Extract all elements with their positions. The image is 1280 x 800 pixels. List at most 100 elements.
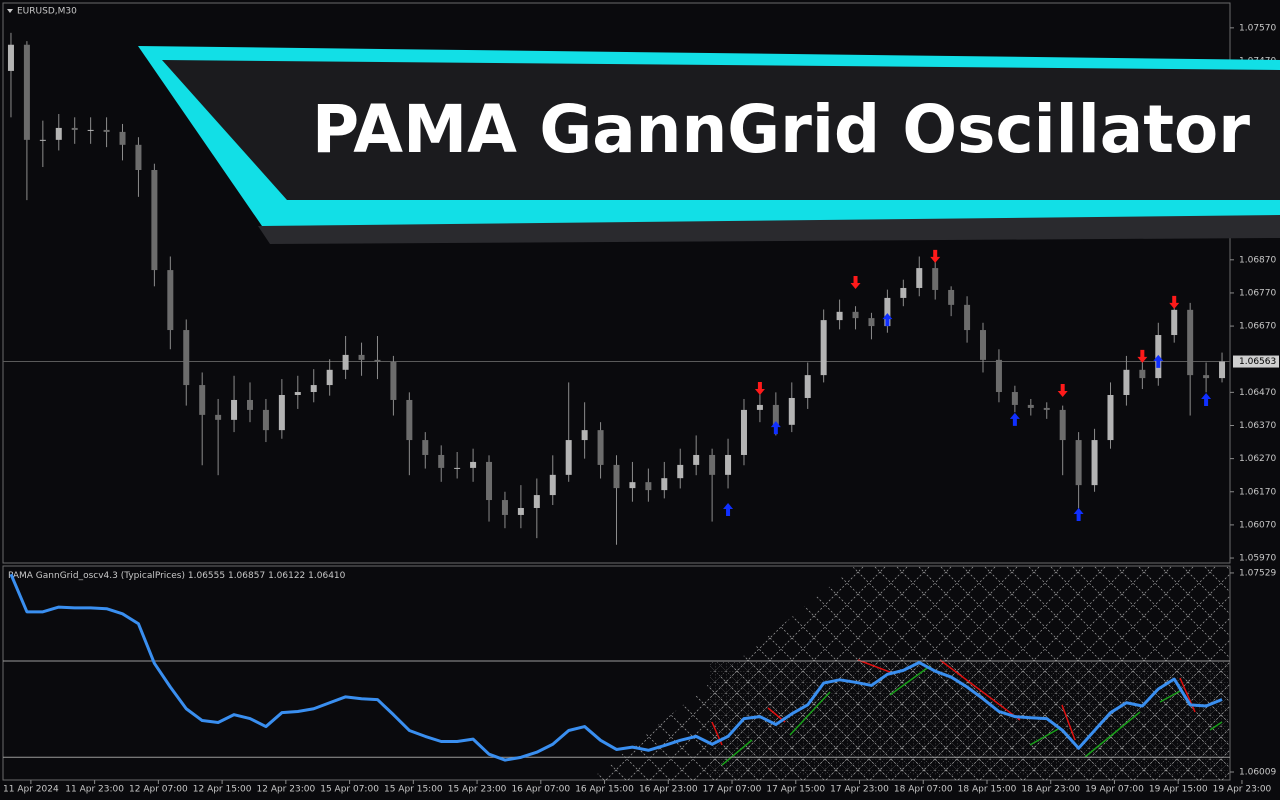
buy-arrow [1073, 507, 1084, 521]
candle-body [820, 320, 827, 376]
oscillator-line [9, 573, 1223, 762]
candle-body [1203, 375, 1210, 379]
candle-body [756, 404, 763, 410]
candle-body [1123, 369, 1130, 395]
buy-arrow [1009, 412, 1020, 426]
level-label: 1.06555 [188, 571, 225, 581]
x-tick-label: 18 Apr 15:00 [958, 785, 1017, 795]
candle-body [725, 454, 732, 475]
candle-body [294, 392, 301, 395]
candle-body [310, 385, 317, 393]
x-tick-label: 11 Apr 2024 [3, 785, 59, 795]
candle-body [103, 129, 110, 132]
x-tick-label: 15 Apr 23:00 [448, 785, 507, 795]
candle-body [613, 464, 620, 489]
candle-body [549, 474, 556, 496]
buy-arrow [882, 313, 893, 327]
candle-body [677, 464, 684, 479]
candle-body [374, 359, 381, 362]
chart-title: EURUSD,M30 [17, 7, 77, 17]
candle-body [215, 414, 222, 420]
banner-body [162, 60, 1280, 200]
main-panel [2, 2, 1231, 564]
candle-body [1091, 440, 1098, 486]
indicator-title: PAMA GannGrid_oscv4.3 (TypicalPrices) 1.… [8, 571, 346, 581]
x-tick-label: 17 Apr 07:00 [703, 785, 762, 795]
buy-arrow [723, 502, 734, 516]
sell-arrow [850, 276, 861, 290]
x-tick-label: 12 Apr 23:00 [257, 785, 316, 795]
candle-body [501, 500, 508, 515]
candle-body [533, 495, 540, 508]
buy-arrow [1201, 392, 1212, 406]
candle-body [1043, 407, 1050, 410]
banner-title: PAMA GannGrid Oscillator [312, 91, 1250, 168]
frame: EURUSD,M30 PAMA GannGrid_oscv4.3 (Typica… [2, 2, 1231, 781]
candle-body [406, 399, 413, 441]
x-tick-label: 17 Apr 15:00 [766, 785, 825, 795]
candle-body [326, 369, 333, 386]
candle-body [868, 318, 875, 327]
y-tick-label: 1.06170 [1239, 487, 1276, 497]
candle-body [1187, 309, 1194, 376]
candle-body [87, 129, 94, 131]
candle-body [852, 311, 859, 319]
candle-body [916, 268, 923, 288]
candle-body [900, 287, 907, 298]
candle-body [661, 478, 668, 491]
y-tick-label: 1.06870 [1239, 255, 1276, 265]
candle-body [693, 454, 700, 465]
indicator-name: PAMA GannGrid_oscv4.3 (TypicalPrices) [8, 571, 185, 581]
y-tick-label: 1.05970 [1239, 554, 1276, 564]
candle-body [55, 127, 62, 140]
candle-body [884, 297, 891, 327]
candle-body [358, 354, 365, 360]
candle-body [470, 461, 477, 468]
y-tick-label: 1.06270 [1239, 454, 1276, 464]
candle-body [788, 397, 795, 425]
sell-arrow [930, 249, 941, 263]
candle-body [597, 430, 604, 465]
candle-body [709, 454, 716, 475]
banner: PAMA GannGrid Oscillator [138, 46, 1280, 244]
level-label: 1.06122 [268, 571, 305, 581]
candle-body [1075, 440, 1082, 486]
sell-arrow [1137, 349, 1148, 363]
candle-body [231, 399, 238, 420]
candle-body [23, 44, 30, 140]
candle-body [517, 507, 524, 515]
y-tick-label: 1.06670 [1239, 322, 1276, 332]
candle-body [183, 330, 190, 386]
y-tick-label: 1.07570 [1239, 23, 1276, 33]
sell-arrow [1169, 295, 1180, 309]
y-tick-label: 1.06009 [1239, 768, 1276, 778]
candle-body [486, 461, 493, 501]
candle-body [645, 482, 652, 491]
level-label: 1.06857 [228, 571, 265, 581]
candle-body [964, 304, 971, 331]
x-tick-label: 19 Apr 07:00 [1085, 785, 1144, 795]
candle-body [804, 375, 811, 398]
buy-arrow [1153, 354, 1164, 368]
candle-body [390, 361, 397, 400]
current-price-box [1233, 355, 1279, 368]
banner-shadow [258, 214, 1280, 244]
x-tick-label: 11 Apr 23:00 [65, 785, 124, 795]
x-tick-label: 12 Apr 07:00 [129, 785, 188, 795]
candle-body [980, 330, 987, 360]
candle-body [7, 44, 14, 71]
x-tick-label: 15 Apr 15:00 [384, 785, 443, 795]
candle-body [772, 404, 779, 425]
candle-body [262, 409, 269, 431]
candle-body [1139, 369, 1146, 379]
green-segments [721, 665, 1223, 766]
candle-body [1011, 392, 1018, 405]
candle-body [740, 409, 747, 455]
candle-body [836, 311, 843, 321]
candle-body [629, 482, 636, 489]
candle-body [438, 454, 445, 468]
x-tick-label: 16 Apr 15:00 [575, 785, 634, 795]
buy-arrow [770, 421, 781, 435]
